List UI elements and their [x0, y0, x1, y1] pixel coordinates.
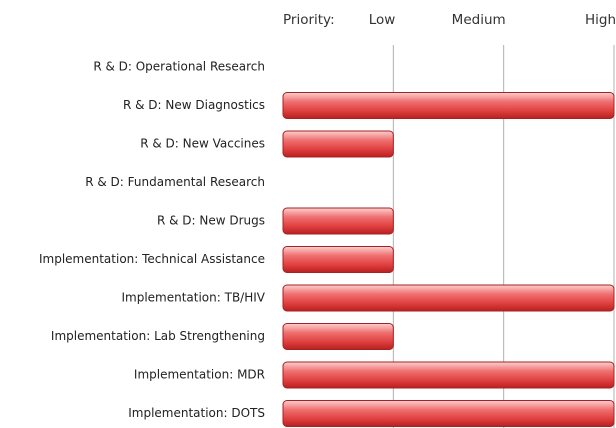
y-tick-label: R & D: New Vaccines: [140, 137, 265, 151]
y-tick-label: Implementation: Technical Assistance: [39, 252, 265, 266]
bar: [282, 92, 615, 119]
y-tick-label: R & D: New Diagnostics: [123, 98, 265, 112]
x-tick-label: Medium: [452, 12, 506, 28]
bar: [282, 130, 394, 158]
y-tick-label: Implementation: DOTS: [128, 406, 265, 420]
bar: [282, 361, 615, 389]
y-tick-label: R & D: New Drugs: [157, 214, 265, 228]
y-tick-label: Implementation: Lab Strengthening: [51, 329, 265, 343]
y-tick-label: Implementation: MDR: [134, 368, 265, 382]
y-tick-label: Implementation: TB/HIV: [121, 291, 265, 305]
bar: [282, 400, 615, 427]
bar: [282, 207, 394, 235]
x-tick-label: Low: [369, 12, 396, 28]
axis-label: Priority:: [283, 12, 335, 28]
bar: [282, 284, 615, 312]
bar: [282, 323, 394, 350]
bar: [282, 246, 394, 273]
y-tick-label: R & D: Fundamental Research: [85, 175, 265, 189]
x-tick-label: High: [585, 12, 616, 28]
y-tick-label: R & D: Operational Research: [93, 60, 265, 74]
